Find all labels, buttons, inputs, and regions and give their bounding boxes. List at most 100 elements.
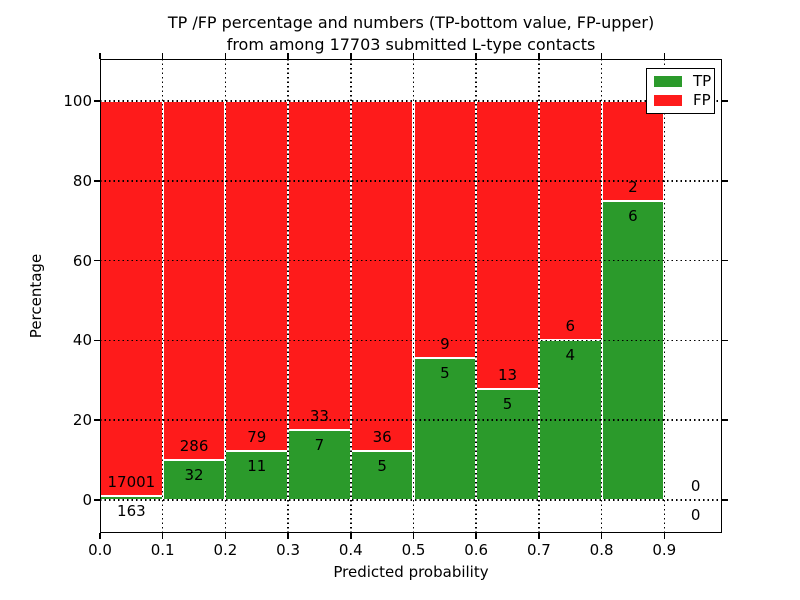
y-tick-mark xyxy=(94,419,100,421)
x-tick-mark-top xyxy=(412,53,415,59)
x-tick-mark xyxy=(99,533,101,539)
x-tick-mark xyxy=(475,533,477,539)
y-tick-label: 40 xyxy=(72,331,92,350)
x-tick-mark xyxy=(600,533,603,539)
fp-count-label: 17001 xyxy=(107,473,156,492)
y-tick-mark-right xyxy=(722,339,728,342)
x-tick-mark xyxy=(287,533,289,539)
tp-count-label: 6 xyxy=(628,206,638,225)
x-tick-mark xyxy=(412,533,415,539)
tp-bar-segment xyxy=(476,389,539,500)
fp-count-label: 2 xyxy=(628,177,638,196)
x-tick-label: 0.5 xyxy=(401,541,426,559)
legend: TP FP xyxy=(646,68,715,114)
y-tick-mark-right xyxy=(722,180,728,182)
x-tick-mark xyxy=(224,533,227,539)
fp-bar-segment xyxy=(162,101,226,460)
tp-count-label: 5 xyxy=(440,363,450,382)
x-tick-mark-top xyxy=(475,53,477,59)
v-gridline xyxy=(475,59,477,533)
fp-count-label: 13 xyxy=(498,366,518,385)
fp-count-label: 36 xyxy=(372,428,392,447)
fp-bar-segment xyxy=(288,101,351,431)
x-tick-mark xyxy=(161,533,164,539)
x-tick-label: 0.8 xyxy=(589,541,614,559)
chart-title: TP /FP percentage and numbers (TP-bottom… xyxy=(11,12,800,56)
h-gridline xyxy=(100,100,722,102)
x-tick-label: 0.7 xyxy=(526,541,551,559)
tp-color-swatch-icon xyxy=(654,76,682,87)
y-tick-mark xyxy=(94,339,100,342)
y-tick-label: 60 xyxy=(72,251,92,270)
h-gridline xyxy=(100,419,722,421)
tp-count-label: 7 xyxy=(314,436,325,455)
tp-count-label: 4 xyxy=(565,346,576,365)
x-tick-mark-top xyxy=(350,53,352,59)
chart-title-line1: TP /FP percentage and numbers (TP-bottom… xyxy=(167,13,655,32)
v-gridline xyxy=(663,59,666,533)
v-gridline xyxy=(224,59,227,533)
y-tick-label: 0 xyxy=(82,491,92,509)
fp-count-label: 9 xyxy=(440,334,450,353)
v-gridline xyxy=(600,59,603,533)
fp-bar-segment xyxy=(538,101,602,341)
x-tick-mark-top xyxy=(99,53,101,59)
x-tick-mark-top xyxy=(224,53,227,59)
x-tick-label: 0.6 xyxy=(464,541,489,559)
tp-count-label: 5 xyxy=(377,457,387,476)
y-tick-label: 100 xyxy=(63,92,92,110)
x-tick-label: 0.1 xyxy=(150,541,175,559)
x-tick-mark-top xyxy=(600,53,603,59)
fp-bar-segment xyxy=(100,101,163,497)
fp-bar-segment xyxy=(476,101,539,390)
x-tick-mark-top xyxy=(161,53,164,59)
x-tick-label: 0.9 xyxy=(652,541,677,559)
x-tick-label: 0.3 xyxy=(276,541,301,559)
fp-count-label: 0 xyxy=(690,477,701,495)
fp-bar-segment xyxy=(350,101,414,452)
x-tick-label: 0.0 xyxy=(88,541,112,559)
fp-color-swatch-icon xyxy=(654,95,682,106)
x-tick-mark-top xyxy=(663,53,666,59)
y-tick-mark xyxy=(94,259,100,262)
fp-bar-segment xyxy=(601,101,665,201)
tp-count-label: 163 xyxy=(117,502,146,521)
x-tick-mark xyxy=(538,533,540,539)
y-tick-mark-right xyxy=(722,100,728,102)
tp-count-label: 5 xyxy=(502,395,513,414)
v-gridline xyxy=(538,59,540,533)
fp-count-label: 79 xyxy=(247,428,267,447)
tp-count-label: 0 xyxy=(690,506,701,524)
y-tick-mark xyxy=(94,499,100,501)
fp-count-label: 286 xyxy=(179,436,209,455)
tp-count-label: 32 xyxy=(184,465,204,484)
y-tick-mark-right xyxy=(722,499,728,501)
x-tick-label: 0.2 xyxy=(213,541,238,559)
legend-item-tp: TP xyxy=(647,72,714,91)
y-tick-label: 20 xyxy=(72,411,92,430)
y-tick-label: 80 xyxy=(72,171,92,190)
h-gridline xyxy=(100,499,722,501)
fp-count-label: 6 xyxy=(565,317,576,336)
fp-bar-segment xyxy=(225,101,289,452)
x-tick-mark-top xyxy=(538,53,540,59)
h-gridline xyxy=(100,339,722,342)
legend-label-tp: TP xyxy=(693,72,712,90)
plot-area: 17001 163 286 32 79 11 33 7 36 5 9 5 13 5 6 4 2 6 0 0 xyxy=(94,53,728,539)
fp-bar-segment xyxy=(413,101,477,358)
y-tick-mark xyxy=(94,180,100,182)
chart-title-line2: from among 17703 submitted L-type contac… xyxy=(226,35,596,54)
legend-label-fp: FP xyxy=(693,91,711,109)
y-tick-mark-right xyxy=(722,419,728,421)
v-gridline xyxy=(412,59,415,533)
h-gridline xyxy=(100,180,722,182)
y-tick-mark xyxy=(94,100,100,102)
v-gridline xyxy=(161,59,164,533)
tp-bar-segment xyxy=(601,200,665,500)
legend-item-fp: FP xyxy=(647,91,714,110)
x-axis-label: Predicted probability xyxy=(333,563,489,581)
x-tick-mark-top xyxy=(287,53,289,59)
y-tick-mark-right xyxy=(722,259,728,262)
v-gridline xyxy=(350,59,352,533)
